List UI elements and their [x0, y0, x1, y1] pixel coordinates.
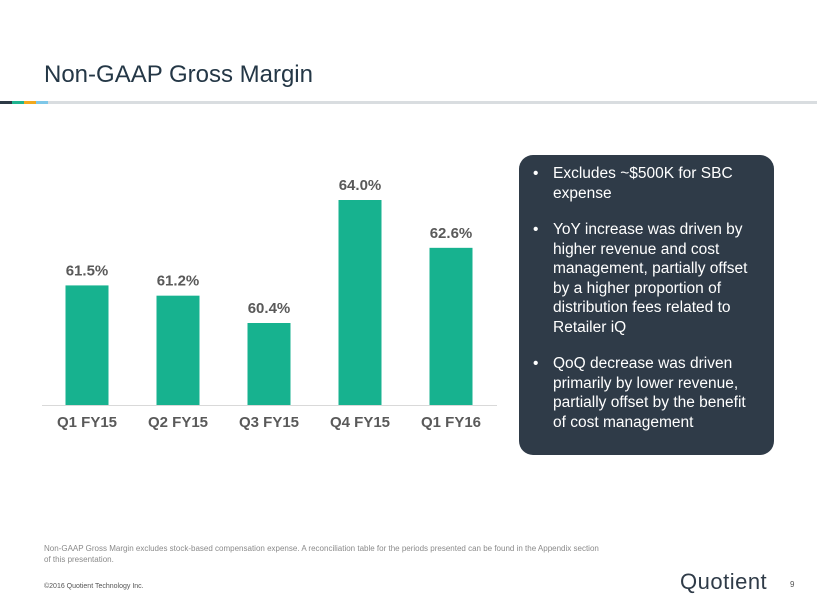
callout-item: • YoY increase was driven by higher reve…	[533, 220, 758, 337]
data-label: 60.4%	[248, 300, 291, 317]
footnote: Non-GAAP Gross Margin excludes stock-bas…	[44, 544, 599, 564]
bar-q4-fy15	[338, 200, 382, 405]
copyright-text: ©2016 Quotient Technology Inc.	[44, 583, 144, 590]
page-number: 9	[790, 580, 795, 589]
page-title: Non-GAAP Gross Margin	[44, 61, 313, 88]
x-tick-label: Q1 FY15	[57, 414, 117, 431]
title-accent-segment	[36, 101, 48, 104]
data-label: 61.2%	[157, 273, 200, 290]
callout-item-text: Excludes ~$500K for SBC expense	[553, 165, 733, 202]
bar-q1-fy16	[429, 247, 473, 405]
x-tick-label: Q4 FY15	[330, 414, 390, 431]
bullet-glyph: •	[533, 355, 539, 372]
callout-item: • Excludes ~$500K for SBC expense	[533, 164, 758, 203]
x-tick-label: Q1 FY16	[421, 414, 481, 431]
bullet-glyph: •	[533, 165, 539, 182]
callout-item-text: YoY increase was driven by higher revenu…	[553, 221, 748, 336]
callout-item-text: QoQ decrease was driven primarily by low…	[553, 355, 746, 431]
bar-q2-fy15	[156, 295, 200, 405]
data-label: 62.6%	[430, 225, 473, 242]
company-logo: Quotient	[680, 569, 768, 594]
bullet-glyph: •	[533, 221, 539, 238]
bar-q3-fy15	[247, 323, 291, 405]
title-accent-segment	[24, 101, 36, 104]
commentary-callout: • Excludes ~$500K for SBC expense • YoY …	[519, 155, 774, 455]
title-accent-segment	[12, 101, 24, 104]
title-divider	[0, 101, 817, 104]
bar-q1-fy15	[65, 285, 109, 405]
title-accent-segment	[0, 101, 12, 104]
callout-item: • QoQ decrease was driven primarily by l…	[533, 354, 758, 432]
x-tick-label: Q3 FY15	[239, 414, 299, 431]
data-label: 61.5%	[66, 262, 109, 279]
x-tick-label: Q2 FY15	[148, 414, 208, 431]
data-label: 64.0%	[339, 177, 382, 194]
